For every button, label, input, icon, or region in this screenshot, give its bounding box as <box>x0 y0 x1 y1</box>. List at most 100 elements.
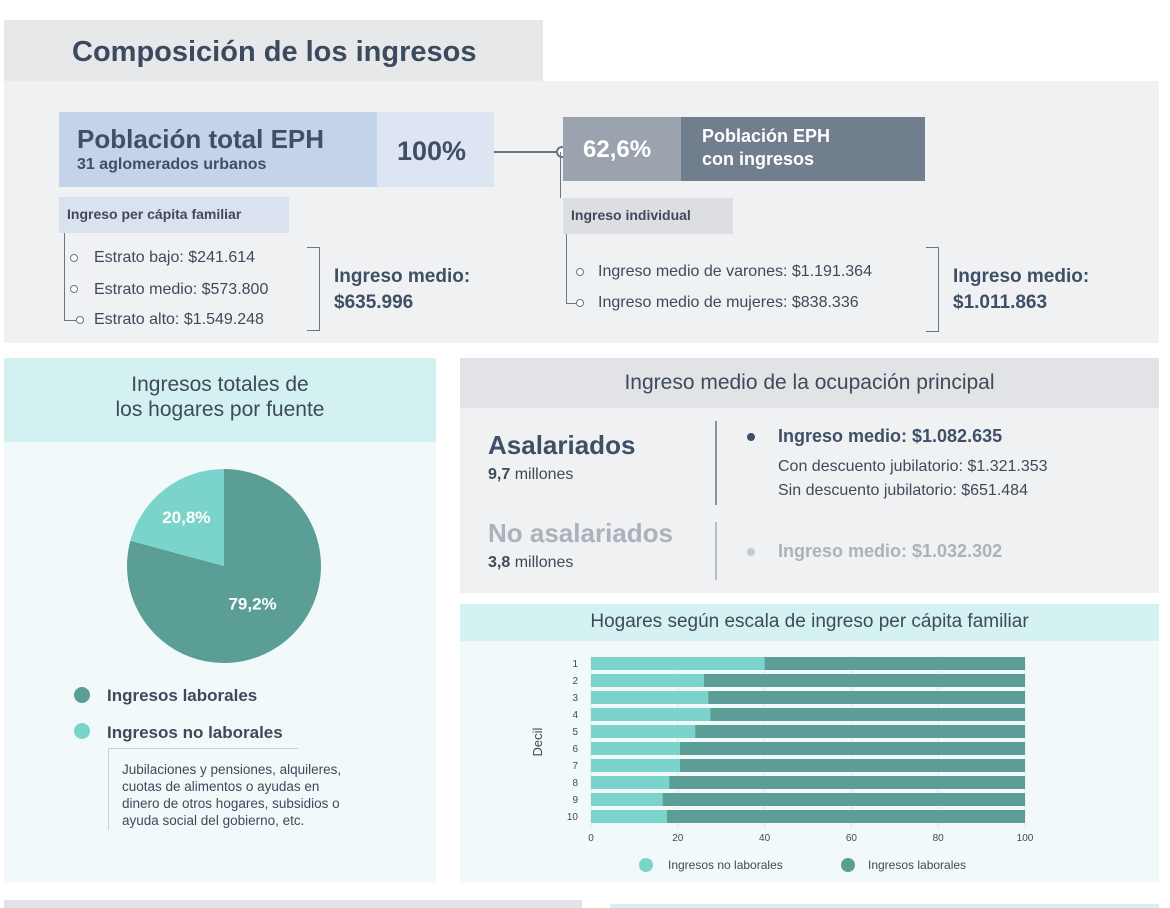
tree-stub <box>64 320 76 321</box>
asalariados-sin-descuento: Sin descuento jubilatorio: $651.484 <box>778 482 1028 499</box>
poblacion-ingresos-label-2: con ingresos <box>702 149 815 169</box>
tree-stub <box>566 303 578 304</box>
bar-segment <box>764 657 1025 670</box>
asalariados-divider <box>715 421 717 505</box>
bullet-ring-icon <box>70 285 78 293</box>
legend-ingresos-no-laborales: Ingresos no laborales <box>107 723 283 742</box>
bullet-ring-icon <box>576 299 584 307</box>
legend-marker <box>639 858 653 872</box>
legend-ingresos-laborales: Ingresos laborales <box>107 686 258 705</box>
pie-slice <box>130 469 224 566</box>
individual-medio-label: Ingreso medio: <box>953 266 1090 287</box>
note-line: dinero de otros hogares, subsidios o <box>122 796 340 811</box>
x-tick-label: 100 <box>1017 833 1034 844</box>
bar-segment <box>695 725 1025 738</box>
y-axis-label: Decil <box>530 727 545 756</box>
bar-segment <box>679 759 1025 772</box>
pie-panel-header: Ingresos totales de los hogares por fuen… <box>4 358 436 442</box>
pie-slice-label: 79,2% <box>228 594 276 613</box>
bullet-ring-icon <box>76 316 84 324</box>
asalariados-count-unit: millones <box>514 466 574 483</box>
no-asalariados-count-num: 3,8 <box>488 554 511 571</box>
bar-segment <box>669 776 1025 789</box>
bar-segment <box>591 674 704 687</box>
note-line: ayuda social del gobierno, etc. <box>122 813 305 828</box>
pie-slice-label: 20,8% <box>162 508 210 527</box>
legend-dot-ingresos-no-laborales <box>74 723 90 739</box>
y-tick-label: 3 <box>572 693 578 704</box>
y-tick-label: 6 <box>572 744 578 755</box>
bar-segment <box>662 793 1025 806</box>
bar-segment <box>666 810 1025 823</box>
poblacion-total-subtitle: 31 aglomerados urbanos <box>77 156 267 173</box>
pie-title-line-1: Ingresos totales de <box>131 373 309 396</box>
note-side-line <box>108 748 109 830</box>
no-asalariados-divider <box>715 522 717 580</box>
no-asalariados-count: 3,8 millones <box>488 554 573 572</box>
note-line: cuotas de alimentos o ayudas en <box>122 779 320 794</box>
bar-segment <box>591 691 709 704</box>
poblacion-total-pct-box: 100% <box>377 112 494 187</box>
x-tick-label: 0 <box>588 833 594 844</box>
poblacion-total-pct: 100% <box>397 136 467 166</box>
x-tick-label: 20 <box>672 833 684 844</box>
no-asalariados-count-unit: millones <box>514 554 574 571</box>
individual-tag-label: Ingreso individual <box>571 207 691 223</box>
title-box: Composición de los ingresos <box>4 20 543 81</box>
ocupacion-header: Ingreso medio de la ocupación principal <box>460 358 1159 408</box>
bullet-ring-icon <box>70 254 78 262</box>
legend-label: Ingresos no laborales <box>668 858 783 872</box>
no-asalariados-medio: Ingreso medio: $1.032.302 <box>778 541 1003 561</box>
bar-segment <box>679 742 1025 755</box>
legend-marker <box>841 858 855 872</box>
pie-chart: 79,2% 20,8% <box>127 469 321 663</box>
individual-tree-line <box>566 234 567 304</box>
y-tick-label: 1 <box>572 659 578 670</box>
note-line: Jubilaciones y pensiones, alquileres, <box>122 762 342 777</box>
individual-medio-value: $1.011.863 <box>953 292 1048 313</box>
bottom-panel-right <box>610 904 1159 908</box>
bar-segment <box>591 742 680 755</box>
poblacion-total-box: Población total EPH 31 aglomerados urban… <box>59 112 377 187</box>
bullet-ring-icon <box>576 268 584 276</box>
poblacion-ingresos-pct: 62,6% <box>583 136 652 163</box>
estrato-alto: Estrato alto: $1.549.248 <box>94 311 264 328</box>
y-tick-label: 10 <box>567 812 579 823</box>
estrato-medio: Estrato medio: $573.800 <box>94 281 269 298</box>
x-tick-label: 80 <box>933 833 945 844</box>
no-asalariados-label: No asalariados <box>488 518 673 548</box>
pie-title-line-2: los hogares por fuente <box>115 398 325 421</box>
ingreso-mujeres: Ingreso medio de mujeres: $838.336 <box>598 294 859 311</box>
connector-line <box>494 151 562 153</box>
asalariados-label: Asalariados <box>488 430 636 460</box>
y-tick-label: 5 <box>572 727 578 738</box>
y-tick-label: 2 <box>572 676 578 687</box>
bar-segment <box>708 691 1025 704</box>
bar-segment <box>591 810 667 823</box>
decil-bar-chart: 0 20 40 60 80 100 Decil 1 2 3 4 5 6 7 8 9 10 Ingresos no… <box>530 655 1034 872</box>
individual-connector-line <box>560 152 561 198</box>
poblacion-ingresos-label-1: Población EPH <box>702 126 831 146</box>
bar-segment <box>591 725 696 738</box>
per-capita-medio-label: Ingreso medio: <box>334 266 471 287</box>
asalariados-count-num: 9,7 <box>488 466 511 483</box>
ocupacion-title: Ingreso medio de la ocupación principal <box>624 371 995 394</box>
per-capita-tag: Ingreso per cápita familiar <box>59 197 289 233</box>
per-capita-tree-line <box>64 233 65 321</box>
poblacion-ingresos-label-box: Población EPH con ingresos <box>681 117 925 181</box>
bar-segment <box>703 674 1025 687</box>
bar-segment <box>710 708 1025 721</box>
y-tick-label: 9 <box>572 795 578 806</box>
asalariados-con-descuento: Con descuento jubilatorio: $1.321.353 <box>778 458 1048 475</box>
per-capita-tag-label: Ingreso per cápita familiar <box>67 206 242 222</box>
estrato-bajo: Estrato bajo: $241.614 <box>94 249 256 266</box>
per-capita-bracket <box>307 247 320 331</box>
bar-segment <box>591 759 680 772</box>
bullet-dot-icon <box>747 548 755 556</box>
decil-chart-title: Hogares según escala de ingreso per cápi… <box>590 611 1029 632</box>
legend-label: Ingresos laborales <box>868 858 966 872</box>
individual-tag: Ingreso individual <box>563 198 733 234</box>
bar-segment <box>591 708 711 721</box>
ingreso-varones: Ingreso medio de varones: $1.191.364 <box>598 263 872 280</box>
bar-segment <box>591 657 765 670</box>
